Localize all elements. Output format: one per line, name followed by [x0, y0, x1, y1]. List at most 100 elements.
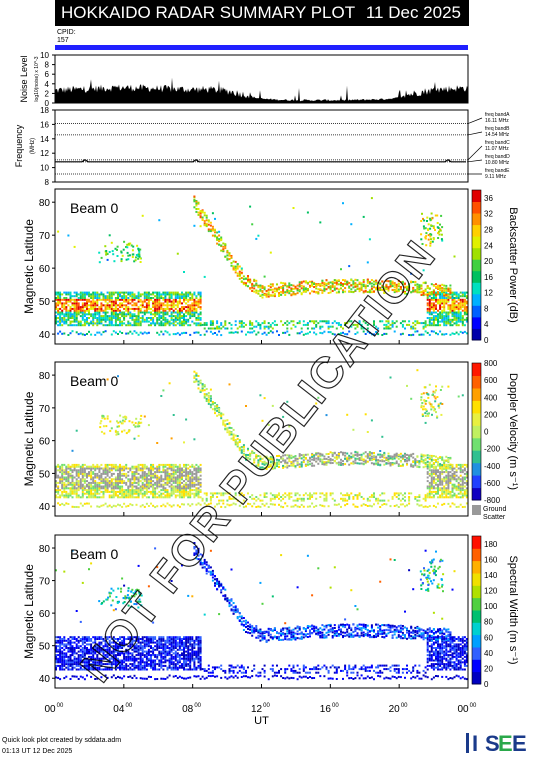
noise-tick-label: 6 — [45, 70, 50, 79]
noise-tick-label: 10 — [40, 51, 49, 60]
freq-band-value: 10.80 MHz — [485, 160, 510, 166]
footer-timestamp: 01:13 UT 12 Dec 2025 — [2, 748, 73, 755]
colorbar-tick-label: 24 — [484, 241, 493, 250]
lat-tick-label: 80 — [39, 371, 51, 382]
colorbar-tick-label: -200 — [484, 445, 501, 454]
colorbar-segment — [472, 236, 481, 249]
ut-tick-sup: 00 — [125, 703, 132, 709]
ut-tick-label: 00 — [457, 704, 469, 715]
colorbar-segment — [472, 201, 481, 214]
colorbar-segment — [472, 437, 481, 451]
freq-band-label: freq bandA — [485, 112, 510, 118]
freq-band-label: freq bandE — [485, 168, 510, 174]
colorbar-segment — [472, 548, 481, 562]
lat-tick-label: 60 — [39, 264, 51, 275]
colorbar-tick-label: 60 — [484, 633, 493, 642]
colorbar-segment — [472, 475, 481, 489]
colorbar-segment — [472, 536, 481, 549]
ut-axis-label: UT — [254, 715, 269, 727]
noise-tick-label: 8 — [45, 61, 50, 70]
ut-tick-label: 08 — [182, 704, 194, 715]
colorbar-segment — [472, 412, 481, 426]
freq-band-value: 9.11 MHz — [485, 174, 507, 180]
colorbar-segment — [472, 213, 481, 226]
colorbar-tick-label: 16 — [484, 273, 493, 282]
ut-tick-label: 12 — [251, 704, 263, 715]
colorbar-segment — [472, 659, 481, 673]
ut-tick-label: 00 — [44, 704, 56, 715]
freq-band-connector — [467, 159, 483, 163]
noise-trace — [55, 77, 468, 103]
scatter-cells — [55, 369, 468, 509]
freq-tick-label: 8 — [45, 178, 50, 187]
colorbar-segment — [472, 450, 481, 464]
colorbar-segment — [472, 462, 481, 476]
colorbar-tick-label: 180 — [484, 540, 498, 549]
ut-tick-label: 16 — [320, 704, 332, 715]
logo-letter: I — [472, 731, 478, 756]
freq-band-connector — [467, 131, 483, 136]
scatter-cells — [55, 195, 468, 337]
lat-tick-label: 60 — [39, 437, 51, 448]
beam-label: Beam 0 — [70, 200, 118, 216]
colorbar-segment — [472, 610, 481, 623]
colorbar-segment — [472, 560, 481, 574]
colorbar-tick-label: 400 — [484, 393, 498, 402]
beam-label: Beam 0 — [70, 546, 118, 562]
colorbar-tick-label: 36 — [484, 194, 493, 203]
colorbar-segment — [472, 387, 481, 401]
freq-tick-label: 18 — [40, 106, 49, 115]
ut-tick-sup: 00 — [470, 703, 477, 709]
freq-band-label: freq bandC — [485, 140, 510, 146]
lat-ylabel: Magnetic Latitude — [22, 564, 36, 659]
lat-tick-label: 70 — [39, 404, 51, 415]
cpid-value: 157 — [57, 37, 69, 44]
lat-tick-label: 60 — [39, 609, 51, 620]
lat-tick-label: 40 — [39, 674, 51, 685]
lat-tick-label: 80 — [39, 198, 51, 209]
ut-tick-sup: 00 — [194, 703, 201, 709]
colorbar-segment — [472, 375, 481, 389]
colorbar-segment — [472, 259, 481, 272]
colorbar-frame — [471, 535, 482, 685]
colorbar-segment — [472, 305, 481, 318]
colorbar-tick-label: 100 — [484, 602, 498, 611]
colorbar-label: Doppler Velocity (m s⁻¹) — [507, 373, 519, 490]
colorbar-tick-label: 160 — [484, 555, 498, 564]
noise-tick-label: 2 — [45, 89, 50, 98]
ut-tick-label: 04 — [113, 704, 125, 715]
logo-letter: S — [485, 731, 500, 756]
lat-tick-label: 70 — [39, 231, 51, 242]
freq-tick-label: 14 — [40, 135, 49, 144]
colorbar-tick-label: -400 — [484, 462, 501, 471]
freq-band-value: 16.11 MHz — [485, 118, 509, 124]
ground-scatter-swatch — [472, 505, 481, 515]
colorbar-label: Spectral Width (m s⁻¹) — [507, 555, 519, 664]
plot-title: HOKKAIDO RADAR SUMMARY PLOT — [61, 3, 356, 22]
colorbar-tick-label: 28 — [484, 225, 493, 234]
colorbar-tick-label: 40 — [484, 649, 493, 658]
colorbar-tick-label: 4 — [484, 320, 489, 329]
lat-ylabel: Magnetic Latitude — [22, 391, 36, 486]
lat-tick-label: 50 — [39, 642, 51, 653]
plot-date: 11 Dec 2025 — [365, 3, 461, 22]
logo-letter: E — [512, 731, 527, 756]
isee-logo: I SE E — [466, 731, 527, 756]
colorbar-segment — [472, 400, 481, 414]
freq-band-connector — [467, 117, 483, 124]
colorbar-frame — [471, 362, 482, 501]
freq-frame — [54, 109, 469, 183]
colorbar-label: Backscatter Power (dB) — [507, 207, 519, 323]
colorbar-tick-label: 140 — [484, 571, 498, 580]
freq-tick-label: 12 — [40, 149, 49, 158]
colorbar-tick-label: 80 — [484, 618, 493, 627]
colorbar-tick-label: 12 — [484, 289, 493, 298]
colorbar-tick-label: 600 — [484, 376, 498, 385]
freq-band-label: freq bandD — [485, 154, 510, 160]
colorbar-segment — [472, 585, 481, 599]
colorbar-tick-label: 200 — [484, 410, 498, 419]
colorbar-segment — [472, 363, 481, 376]
colorbar-segment — [472, 316, 481, 329]
colorbar-tick-label: 0 — [484, 428, 489, 437]
colorbar-tick-label: 0 — [484, 680, 489, 689]
